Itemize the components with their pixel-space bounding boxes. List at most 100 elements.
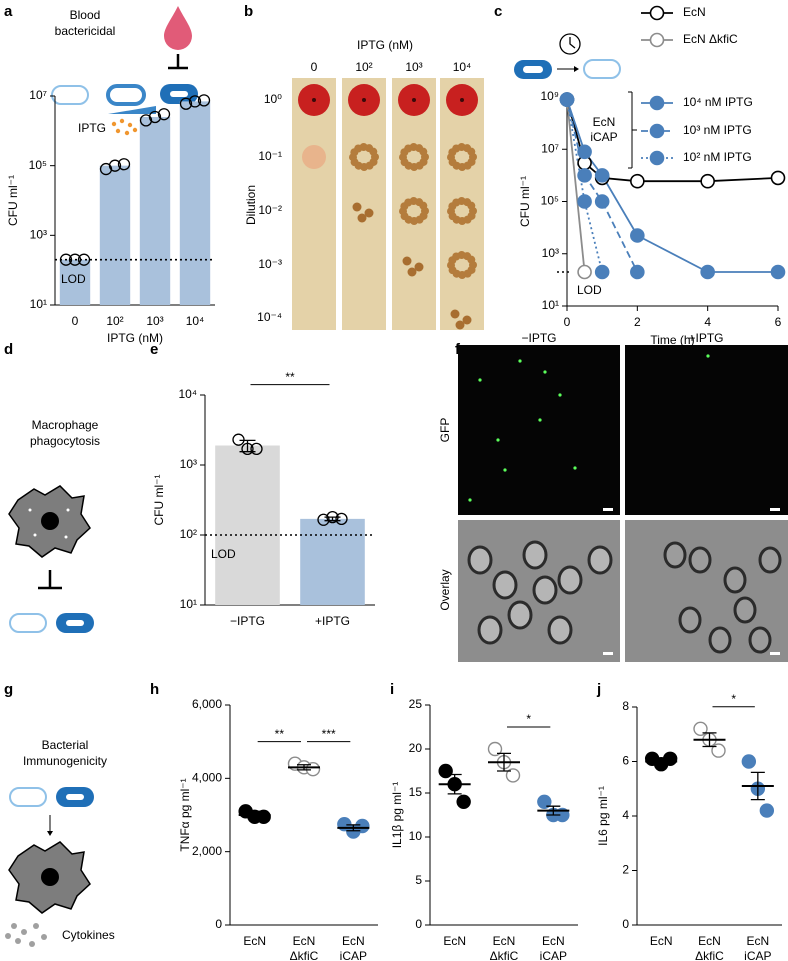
x-tick-label: EcN (493, 934, 516, 948)
cell (467, 545, 493, 575)
y-tick-label: 15 (409, 785, 423, 799)
image-row-label: GFP (438, 418, 452, 443)
x-axis-label: Time (h) (650, 333, 694, 347)
cytokine (5, 933, 11, 939)
y-tick-label: 20 (409, 741, 423, 755)
cell (733, 596, 757, 624)
y-tick-label: 0 (415, 917, 422, 931)
significance-label: *** (322, 727, 336, 741)
iptg-dot (119, 118, 125, 124)
y-tick-label: 10¹ (180, 597, 197, 611)
column-label: 10³ (405, 60, 422, 74)
x-tick-label: 10³ (146, 314, 163, 328)
spot-core (362, 98, 366, 102)
spot-core (460, 98, 464, 102)
data-point (59, 253, 73, 266)
data-point (487, 741, 503, 757)
y-axis-label: TNFα pg ml⁻¹ (178, 778, 192, 851)
lod-label: LOD (577, 283, 602, 297)
speckle (28, 508, 32, 512)
gfp-signal (478, 378, 482, 382)
y-tick-label: 4 (622, 808, 629, 822)
row-label: 10⁰ (264, 92, 282, 106)
gfp-signal (518, 359, 522, 363)
significance-label: ** (275, 727, 285, 741)
blood-drop (164, 6, 192, 50)
x-tick-label: −IPTG (230, 614, 265, 628)
y-axis-label: CFU ml⁻¹ (6, 175, 20, 226)
legend-group-label: EcN (593, 115, 616, 129)
data-point (335, 512, 348, 526)
legend-label: 10³ nM IPTG (683, 123, 752, 137)
image-title: IPTG (nM) (357, 38, 413, 52)
image-row-label: Overlay (438, 569, 452, 610)
x-tick-label: EcN (243, 934, 266, 948)
data-point (700, 264, 715, 280)
cytokine (29, 941, 35, 947)
cell (708, 626, 732, 654)
iptg-dot (124, 130, 130, 136)
x-tick-label: iCAP (744, 949, 771, 961)
data-point (693, 721, 708, 736)
colony (455, 320, 465, 330)
diagram-title: Bacterial (42, 738, 89, 752)
y-tick-label: 10⁴ (178, 387, 197, 401)
y-tick-label: 10⁷ (29, 88, 47, 102)
macrophage (8, 841, 91, 914)
series-line (566, 99, 604, 273)
legend-marker (649, 5, 665, 21)
iptg-dot (127, 122, 133, 128)
cytokine (11, 923, 17, 929)
data-point (594, 168, 610, 183)
data-point (355, 818, 370, 834)
data-point (326, 510, 339, 524)
cell (688, 546, 712, 574)
x-tick-label: EcN (342, 934, 365, 948)
error-bar (447, 773, 462, 795)
spot-core (412, 98, 416, 102)
gradient-wedge (108, 106, 156, 114)
panel-label: h (150, 681, 159, 698)
data-point (577, 168, 592, 183)
y-axis-label: IL1β pg ml⁻¹ (390, 782, 404, 849)
bar (215, 445, 280, 605)
cytokine (41, 934, 47, 940)
data-point (577, 194, 592, 209)
micrograph (458, 345, 620, 515)
gfp-signal (706, 354, 710, 358)
cell (492, 570, 518, 600)
x-tick-label: 4 (704, 315, 711, 329)
micrograph (625, 345, 788, 515)
image-column-label: +IPTG (688, 331, 723, 345)
data-point (179, 97, 193, 110)
iptg-dots (111, 118, 138, 136)
x-tick-label: 10⁴ (186, 314, 205, 328)
significance-label: * (526, 712, 531, 726)
spot-core (312, 98, 316, 102)
data-point (117, 158, 131, 171)
error-bar (654, 758, 669, 765)
data-point (630, 264, 645, 280)
data-point (108, 159, 122, 172)
legend-label: EcN (683, 5, 706, 19)
column-label: 10² (355, 60, 372, 74)
cytokine (33, 923, 39, 929)
error-bar (497, 752, 511, 772)
y-tick-label: 5 (415, 873, 422, 887)
legend-bracket (628, 91, 637, 169)
error-bar (750, 771, 765, 801)
inducer-label: IPTG (78, 121, 106, 135)
panel-label: c (494, 3, 502, 20)
plate-strip (342, 78, 386, 330)
y-tick-label: 6,000 (192, 697, 222, 711)
gfp-signal (468, 498, 472, 502)
legend-label: 10² nM IPTG (683, 150, 752, 164)
legend-marker (649, 123, 665, 139)
arrow-head (47, 831, 53, 836)
scale-bar (770, 652, 780, 655)
x-tick-label: ΔkfiC (290, 949, 319, 961)
data-point (241, 442, 254, 456)
legend-marker (649, 150, 665, 166)
speckle (64, 535, 68, 539)
